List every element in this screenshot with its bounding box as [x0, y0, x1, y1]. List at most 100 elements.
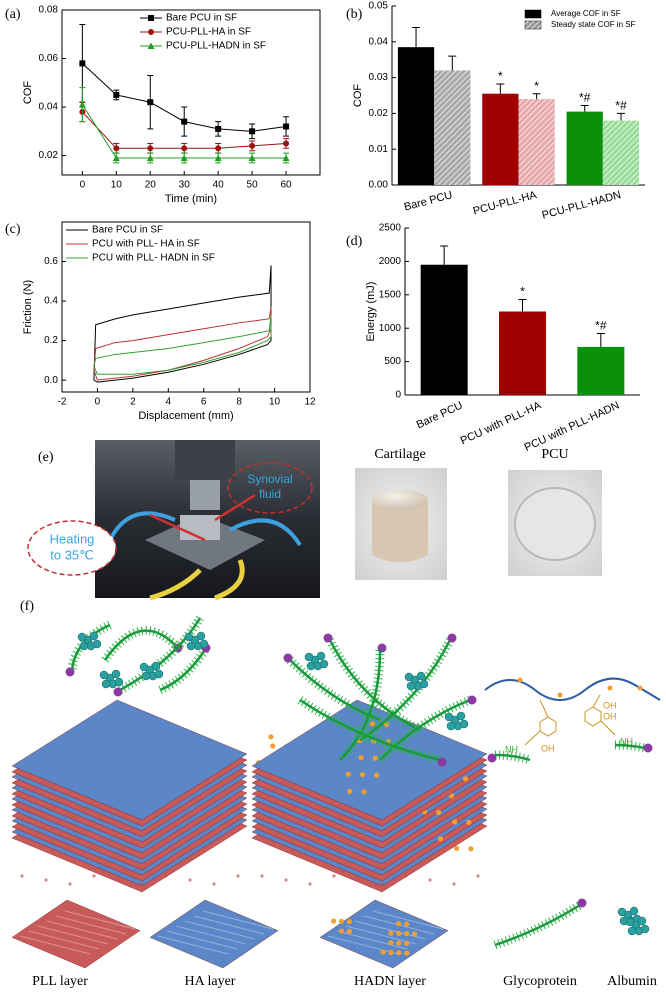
chem-label: OH — [603, 700, 617, 710]
dot — [359, 772, 366, 778]
callout-text: Synovial — [247, 472, 292, 486]
legend-label: Bare PCU in SF — [92, 225, 163, 236]
dot — [404, 931, 410, 937]
significance-mark: *# — [579, 91, 591, 105]
dot — [468, 846, 474, 852]
significance-mark: * — [498, 69, 503, 83]
marker — [215, 145, 222, 152]
glycoprotein — [328, 639, 421, 732]
x-tick-label: 10 — [111, 180, 123, 191]
error-bar — [496, 83, 505, 94]
catechol-ring — [539, 716, 557, 737]
legend-label: Average COF in SF — [551, 9, 621, 18]
legend-marker — [148, 29, 154, 35]
x-tick-label: Bare PCU — [403, 189, 454, 213]
marker — [282, 154, 290, 162]
glycoprotein-end — [577, 898, 587, 908]
dot — [347, 788, 353, 794]
marker — [214, 154, 222, 162]
charge-sign — [68, 882, 72, 886]
albumin — [629, 906, 639, 916]
error-bar — [532, 93, 541, 100]
pcu-sample — [514, 487, 596, 561]
charge-sign — [428, 878, 432, 882]
legend-label: Bare PCU in SF — [166, 13, 237, 24]
x-tick-label: 0 — [95, 397, 101, 408]
albumin — [151, 661, 161, 671]
x-axis-label: Displacement (mm) — [138, 410, 233, 422]
dot — [411, 931, 418, 937]
y-tick-label: 0.2 — [44, 335, 58, 346]
dot — [372, 755, 378, 761]
series-line — [93, 314, 272, 375]
error-bar — [580, 105, 589, 112]
y-tick-label: 0.0 — [44, 375, 58, 386]
glycoprotein — [493, 901, 583, 950]
x-tick-label: 8 — [236, 397, 242, 408]
marker — [248, 154, 256, 162]
charge-sign — [404, 874, 408, 878]
albumin — [199, 639, 209, 649]
albumin — [640, 924, 650, 934]
chain-dot — [517, 677, 523, 683]
albumin — [92, 639, 102, 649]
panel-label: (c) — [5, 222, 21, 237]
marker — [79, 60, 86, 67]
albumin — [186, 641, 196, 651]
panel-label: (b) — [346, 7, 363, 22]
charge-sign — [212, 882, 216, 886]
charge-sign — [140, 882, 144, 886]
tile-texture — [64, 910, 136, 930]
callout-text: fluid — [259, 487, 281, 501]
glycoprotein — [339, 649, 382, 761]
dot — [462, 776, 469, 782]
dot — [338, 928, 345, 934]
tile-texture — [37, 925, 109, 945]
legend-label: PCU with PLL- HA in SF — [92, 239, 200, 250]
dot — [404, 940, 410, 946]
dot — [448, 793, 455, 799]
panel-label: (d) — [346, 234, 363, 249]
charge-sign — [116, 878, 120, 882]
x-tick-label: 4 — [166, 397, 172, 408]
albumin — [625, 917, 635, 927]
charge-sign — [284, 878, 288, 882]
x-tick-label: 30 — [179, 180, 191, 191]
y-tick-label: 0.02 — [369, 108, 389, 119]
albumin — [101, 679, 111, 689]
x-tick-label: PCU-PLL-HA — [472, 189, 539, 218]
dot — [396, 921, 402, 927]
x-tick-label: 2 — [130, 397, 136, 408]
tribometer-detail — [108, 440, 302, 601]
glycoprotein — [494, 753, 531, 762]
panel-label: (f) — [20, 599, 34, 614]
marker — [112, 154, 120, 162]
albumin — [139, 662, 149, 672]
glycoprotein-end — [283, 653, 293, 663]
albumin — [184, 632, 194, 642]
glycoprotein-end — [487, 753, 497, 763]
chem-bond — [524, 694, 616, 746]
legend-label: PCU with PLL- HADN in SF — [92, 253, 215, 264]
marker — [113, 91, 120, 98]
marker — [249, 142, 256, 149]
bar — [482, 93, 519, 185]
albumin — [637, 916, 647, 926]
y-tick-label: 1500 — [379, 289, 402, 300]
y-tick-label: 0.4 — [44, 296, 58, 307]
glycoprotein-end — [467, 695, 477, 705]
charge-sign — [20, 874, 24, 878]
polymer-chain — [484, 677, 661, 701]
marker — [215, 125, 222, 132]
legend-label: Glycoprotein — [503, 974, 577, 989]
charge-sign — [44, 878, 48, 882]
albumin — [196, 631, 206, 641]
dot — [404, 950, 410, 956]
glycoprotein — [119, 617, 202, 692]
glycoprotein — [379, 698, 471, 761]
hatch-overlay — [434, 70, 471, 185]
dot — [437, 836, 444, 842]
tile-texture — [327, 935, 399, 955]
charge-sign — [188, 878, 192, 882]
charge-sign — [332, 874, 336, 878]
